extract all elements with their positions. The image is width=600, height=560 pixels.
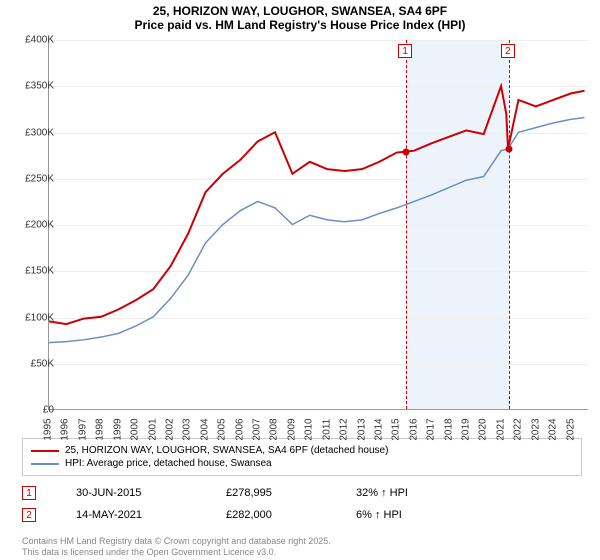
x-axis-label: 2001 xyxy=(147,418,158,440)
sale-row: 1 30-JUN-2015 £278,995 32% ↑ HPI xyxy=(22,486,582,500)
x-axis-label: 2013 xyxy=(356,418,367,440)
y-axis-label: £150K xyxy=(25,266,54,277)
x-axis-label: 2010 xyxy=(304,418,315,440)
x-axis-label: 1999 xyxy=(112,418,123,440)
x-axis-label: 1996 xyxy=(60,418,71,440)
sale-date: 30-JUN-2015 xyxy=(76,487,186,499)
x-axis-label: 2008 xyxy=(269,418,280,440)
y-axis-label: £50K xyxy=(31,358,54,369)
x-axis-label: 1998 xyxy=(95,418,106,440)
x-axis-label: 2017 xyxy=(426,418,437,440)
x-axis-label: 2018 xyxy=(443,418,454,440)
x-axis-label: 2023 xyxy=(530,418,541,440)
y-axis-label: £100K xyxy=(25,312,54,323)
x-axis-label: 2000 xyxy=(130,418,141,440)
y-axis-label: £400K xyxy=(25,35,54,46)
sale-date: 14-MAY-2021 xyxy=(76,509,186,521)
legend-swatch xyxy=(31,463,59,465)
legend: 25, HORIZON WAY, LOUGHOR, SWANSEA, SA4 6… xyxy=(22,438,582,476)
y-axis-label: £200K xyxy=(25,220,54,231)
marker-badge: 1 xyxy=(398,44,412,58)
marker-line xyxy=(406,40,407,409)
y-axis-label: £350K xyxy=(25,81,54,92)
series-line-hpi xyxy=(49,117,585,342)
legend-swatch xyxy=(31,450,59,452)
x-axis-label: 2003 xyxy=(182,418,193,440)
attribution-line-2: This data is licensed under the Open Gov… xyxy=(22,547,331,558)
x-axis-label: 2009 xyxy=(286,418,297,440)
sale-pct: 6% ↑ HPI xyxy=(356,509,402,521)
sale-price: £278,995 xyxy=(226,487,316,499)
x-axis-label: 2004 xyxy=(199,418,210,440)
x-axis-label: 2006 xyxy=(234,418,245,440)
x-axis-label: 2012 xyxy=(339,418,350,440)
title-line-2: Price paid vs. HM Land Registry's House … xyxy=(0,18,600,34)
legend-label: 25, HORIZON WAY, LOUGHOR, SWANSEA, SA4 6… xyxy=(65,445,388,456)
x-axis-label: 2019 xyxy=(461,418,472,440)
sale-badge: 1 xyxy=(22,486,36,500)
sale-badge: 2 xyxy=(22,508,36,522)
x-axis-label: 2020 xyxy=(478,418,489,440)
x-axis-label: 2002 xyxy=(164,418,175,440)
attribution-line-1: Contains HM Land Registry data © Crown c… xyxy=(22,536,331,547)
marker-line xyxy=(509,40,510,409)
x-axis-label: 2011 xyxy=(321,419,332,441)
sale-point xyxy=(505,146,512,153)
x-axis-label: 2007 xyxy=(252,418,263,440)
x-axis-label: 1997 xyxy=(77,418,88,440)
chart-container: 25, HORIZON WAY, LOUGHOR, SWANSEA, SA4 6… xyxy=(0,0,600,560)
x-axis-label: 1995 xyxy=(43,418,54,440)
x-axis-label: 2024 xyxy=(548,418,559,440)
series-line-price_paid xyxy=(49,86,585,324)
plot-area xyxy=(48,40,588,410)
title-line-1: 25, HORIZON WAY, LOUGHOR, SWANSEA, SA4 6… xyxy=(0,0,600,18)
x-axis-label: 2022 xyxy=(513,418,524,440)
attribution: Contains HM Land Registry data © Crown c… xyxy=(22,536,331,558)
x-axis-label: 2025 xyxy=(565,418,576,440)
x-axis-label: 2021 xyxy=(495,418,506,440)
sale-pct: 32% ↑ HPI xyxy=(356,487,408,499)
legend-label: HPI: Average price, detached house, Swan… xyxy=(65,458,272,469)
y-axis-label: £250K xyxy=(25,173,54,184)
y-axis-label: £0 xyxy=(43,405,54,416)
x-axis-label: 2015 xyxy=(391,418,402,440)
y-axis-label: £300K xyxy=(25,127,54,138)
legend-item: 25, HORIZON WAY, LOUGHOR, SWANSEA, SA4 6… xyxy=(31,445,573,456)
legend-item: HPI: Average price, detached house, Swan… xyxy=(31,458,573,469)
x-axis-label: 2005 xyxy=(217,418,228,440)
sale-point xyxy=(403,148,410,155)
chart-svg xyxy=(49,40,588,409)
sale-row: 2 14-MAY-2021 £282,000 6% ↑ HPI xyxy=(22,508,582,522)
marker-badge: 2 xyxy=(501,44,515,58)
x-axis-label: 2016 xyxy=(408,418,419,440)
x-axis-label: 2014 xyxy=(373,418,384,440)
sale-price: £282,000 xyxy=(226,509,316,521)
